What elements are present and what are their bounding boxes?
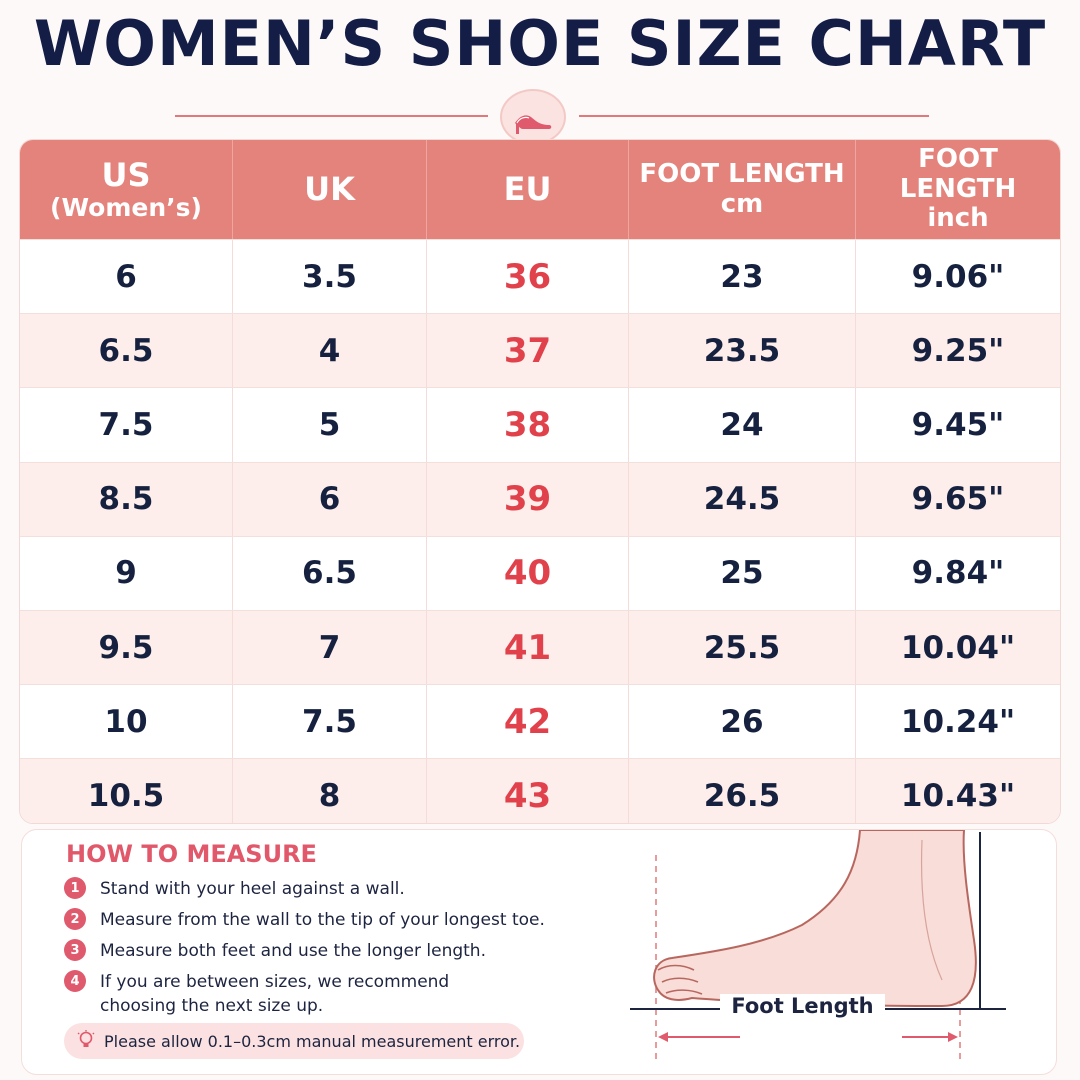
header-uk: UK	[233, 140, 427, 239]
how-to-measure-title: HOW TO MEASURE	[66, 840, 317, 868]
step-number-badge: 3	[64, 939, 86, 961]
step-text: Stand with your heel against a wall.	[100, 879, 405, 899]
table-row: 7.5 5 38 24 9.45"	[20, 387, 1060, 462]
cell-uk: 4	[233, 314, 427, 388]
step-text-multiline: If you are between sizes, we recommend c…	[100, 970, 449, 1018]
note-text: Please allow 0.1–0.3cm manual measuremen…	[104, 1031, 521, 1051]
cell-cm: 25.5	[629, 610, 856, 685]
cell-us: 10	[20, 685, 233, 759]
table-header-row: US (Women’s) UK EU FOOT LENGTH cm FOOT L…	[20, 140, 1060, 239]
title-divider-left	[175, 115, 488, 117]
header-us-label: US	[101, 155, 151, 194]
cell-uk: 5	[233, 388, 427, 462]
table-row: 6 3.5 36 23 9.06"	[20, 239, 1060, 314]
cell-us: 9.5	[20, 610, 233, 685]
page-title: WOMEN’S SHOE SIZE CHART	[33, 7, 1047, 80]
cell-cm: 26.5	[629, 759, 856, 823]
cell-inch: 10.43"	[900, 777, 1016, 814]
table-row: 9 6.5 40 25 9.84"	[20, 535, 1060, 610]
measurement-note: Please allow 0.1–0.3cm manual measuremen…	[64, 1023, 524, 1059]
high-heel-icon	[500, 89, 566, 145]
measure-step: 3 Measure both feet and use the longer l…	[64, 939, 486, 963]
header-us: US (Women’s)	[20, 140, 233, 239]
cell-uk: 8	[233, 759, 427, 823]
step-number-badge: 4	[64, 970, 86, 992]
header-us-sub: (Women’s)	[50, 192, 202, 222]
cell-eu: 39	[427, 462, 629, 536]
cell-inch: 10.04"	[900, 629, 1016, 666]
foot-illustration	[630, 830, 1006, 1060]
lightbulb-icon	[76, 1030, 96, 1052]
cell-us: 10.5	[20, 759, 233, 823]
header-inch-line2: inch	[927, 203, 989, 234]
table-row: 8.5 6 39 24.5 9.65"	[20, 461, 1060, 536]
size-chart-table: US (Women’s) UK EU FOOT LENGTH cm FOOT L…	[19, 139, 1061, 824]
cell-cm: 23	[629, 240, 856, 314]
cell-eu: 43	[427, 759, 629, 823]
title-divider-right	[579, 115, 929, 117]
measure-step: 1 Stand with your heel against a wall.	[64, 877, 405, 901]
cell-us: 7.5	[20, 388, 233, 462]
cell-eu: 38	[427, 388, 629, 462]
cell-eu: 42	[427, 685, 629, 759]
cell-eu: 40	[427, 536, 629, 610]
header-cm: FOOT LENGTH cm	[629, 140, 856, 239]
how-to-measure-panel: HOW TO MEASURE 1 Stand with your heel ag…	[21, 829, 1057, 1075]
cell-us: 6.5	[20, 314, 233, 388]
step-text-line2: choosing the next size up.	[100, 996, 324, 1016]
cell-cm: 25	[629, 536, 856, 610]
cell-us: 6	[20, 240, 233, 314]
cell-eu: 37	[427, 314, 629, 388]
measure-step: 4 If you are between sizes, we recommend…	[64, 970, 449, 1018]
table-row: 10 7.5 42 26 10.24"	[20, 684, 1060, 759]
cell-cm: 24	[629, 388, 856, 462]
cell-uk: 7.5	[233, 685, 427, 759]
step-number-badge: 1	[64, 877, 86, 899]
cell-cm: 26	[629, 685, 856, 759]
cell-eu: 36	[427, 240, 629, 314]
cell-inch: 9.06"	[911, 258, 1005, 295]
step-text: Measure from the wall to the tip of your…	[100, 910, 545, 930]
cell-uk: 6.5	[233, 536, 427, 610]
step-number-badge: 2	[64, 908, 86, 930]
table-row: 9.5 7 41 25.5 10.04"	[20, 609, 1060, 685]
cell-cm: 23.5	[629, 314, 856, 388]
measure-step: 2 Measure from the wall to the tip of yo…	[64, 908, 545, 932]
cell-us: 8.5	[20, 462, 233, 536]
cell-inch: 9.45"	[911, 406, 1005, 443]
header-inch: FOOT LENGTH inch	[856, 140, 1060, 239]
header-eu-label: EU	[503, 170, 552, 209]
table-row: 10.5 8 43 26.5 10.43"	[20, 758, 1060, 823]
cell-eu: 41	[427, 610, 629, 685]
header-cm-line2: cm	[720, 188, 764, 219]
step-text-line1: If you are between sizes, we recommend	[100, 972, 450, 992]
cell-us: 9	[20, 536, 233, 610]
cell-inch: 9.84"	[911, 555, 1005, 592]
header-uk-label: UK	[304, 170, 355, 209]
cell-cm: 24.5	[629, 462, 856, 536]
step-text: Measure both feet and use the longer len…	[100, 941, 486, 961]
cell-uk: 6	[233, 462, 427, 536]
cell-inch: 9.25"	[911, 332, 1005, 369]
cell-uk: 3.5	[233, 240, 427, 314]
cell-inch: 10.24"	[900, 703, 1016, 740]
header-inch-line1: FOOT LENGTH	[899, 143, 1017, 204]
table-row: 6.5 4 37 23.5 9.25"	[20, 313, 1060, 388]
header-cm-line1: FOOT LENGTH	[639, 158, 845, 189]
foot-length-label: Foot Length	[720, 994, 885, 1018]
header-eu: EU	[427, 140, 629, 239]
cell-inch: 9.65"	[911, 481, 1005, 518]
cell-uk: 7	[233, 610, 427, 685]
